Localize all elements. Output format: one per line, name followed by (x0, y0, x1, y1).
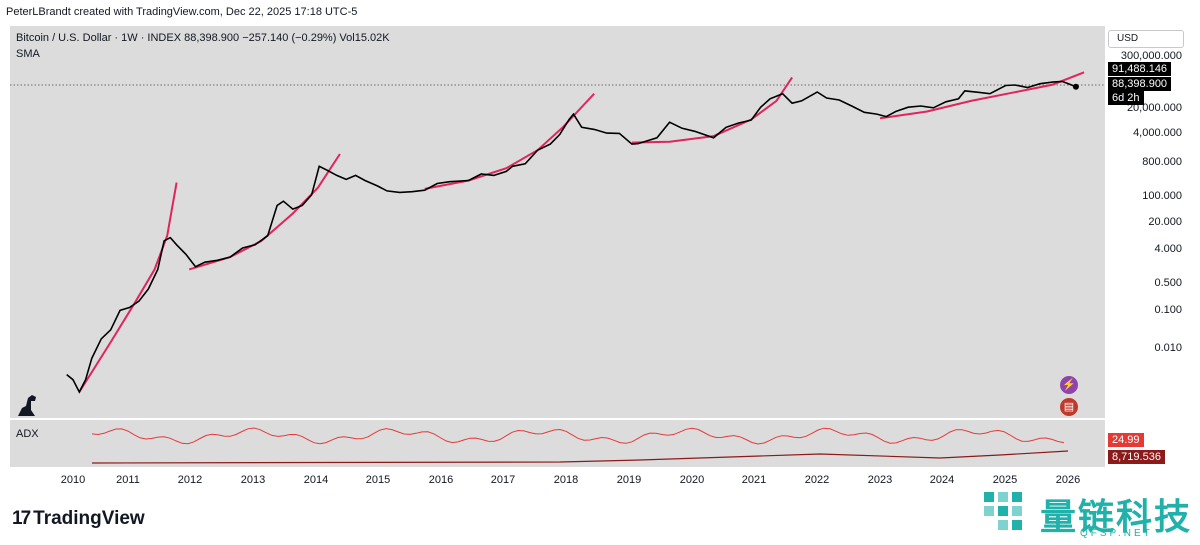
brand-name: TradingView (33, 508, 145, 529)
adx-line (91, 427, 1065, 445)
price-tag-current: 88,398.900 (1108, 77, 1172, 91)
watermark-text: 量链科技 (1040, 496, 1193, 537)
price-scale-label: 100.000 (1142, 190, 1182, 202)
volume-line (91, 450, 1069, 464)
price-tag-upper: 91,488.146 (1108, 62, 1172, 76)
watermark-subtext: QFSP.NET (1080, 528, 1153, 539)
adx-label[interactable]: ADX (16, 428, 39, 440)
x-axis-tick: 2018 (553, 474, 579, 486)
last-price-point (1072, 83, 1079, 90)
us-flag-icon[interactable]: ▤ (1060, 398, 1078, 416)
adx-pane (10, 420, 1105, 467)
x-axis-tick: 2021 (741, 474, 767, 486)
x-axis-tick: 2026 (1055, 474, 1081, 486)
x-axis-tick: 2020 (679, 474, 705, 486)
x-axis-tick: 2012 (177, 474, 203, 486)
price-scale-label: 300,000.000 (1120, 50, 1182, 62)
parabolic-arc-arc4 (631, 76, 793, 144)
x-axis-tick: 2025 (992, 474, 1018, 486)
sma-indicator-label[interactable]: SMA (16, 48, 40, 60)
price-series-line-0 (66, 80, 1077, 394)
price-scale-label: 0.500 (1154, 277, 1182, 289)
x-axis-tick: 2015 (365, 474, 391, 486)
attribution-text: PeterLBrandt created with TradingView.co… (6, 6, 358, 18)
price-pane (10, 26, 1105, 418)
parabolic-arc-arc1 (78, 182, 178, 393)
adx-value-tag: 24.99 (1108, 433, 1144, 447)
x-axis-tick: 2014 (303, 474, 329, 486)
symbol-line: Bitcoin / U.S. Dollar · 1W · INDEX 88,39… (16, 32, 390, 44)
price-scale-label: 4.000 (1154, 243, 1182, 255)
watermark-logo-icon (984, 492, 1022, 530)
tradingview-logo[interactable]: 17 TradingView (12, 508, 145, 530)
price-scale-label: 800.000 (1142, 156, 1182, 168)
price-scale-label: 20,000.000 (1126, 102, 1182, 114)
volume-value-tag: 8,719.536 (1108, 450, 1165, 464)
x-axis-tick: 2019 (616, 474, 642, 486)
price-scale-label: 4,000.000 (1133, 127, 1182, 139)
x-axis-tick: 2011 (116, 474, 140, 486)
lightning-icon[interactable]: ⚡ (1060, 376, 1078, 394)
price-scale-label: 20.000 (1148, 216, 1182, 228)
x-axis-tick: 2013 (240, 474, 266, 486)
x-axis-tick: 2016 (428, 474, 454, 486)
x-axis-tick: 2022 (804, 474, 830, 486)
bar-countdown: 6d 2h (1108, 91, 1144, 105)
price-series (66, 80, 1079, 394)
x-axis-tick: 2010 (60, 474, 86, 486)
x-axis-tick: 2023 (867, 474, 893, 486)
dino-icon[interactable] (16, 392, 44, 418)
x-axis-tick: 2024 (929, 474, 955, 486)
currency-button[interactable]: USD (1108, 30, 1184, 48)
x-axis-tick: 2017 (490, 474, 516, 486)
adx-series (91, 427, 1069, 464)
price-scale-label: 0.100 (1154, 304, 1182, 316)
price-scale-label: 0.010 (1154, 342, 1182, 354)
parabolic-arc-arc5 (879, 71, 1085, 120)
tv-logo-icon: 17 (12, 508, 31, 529)
